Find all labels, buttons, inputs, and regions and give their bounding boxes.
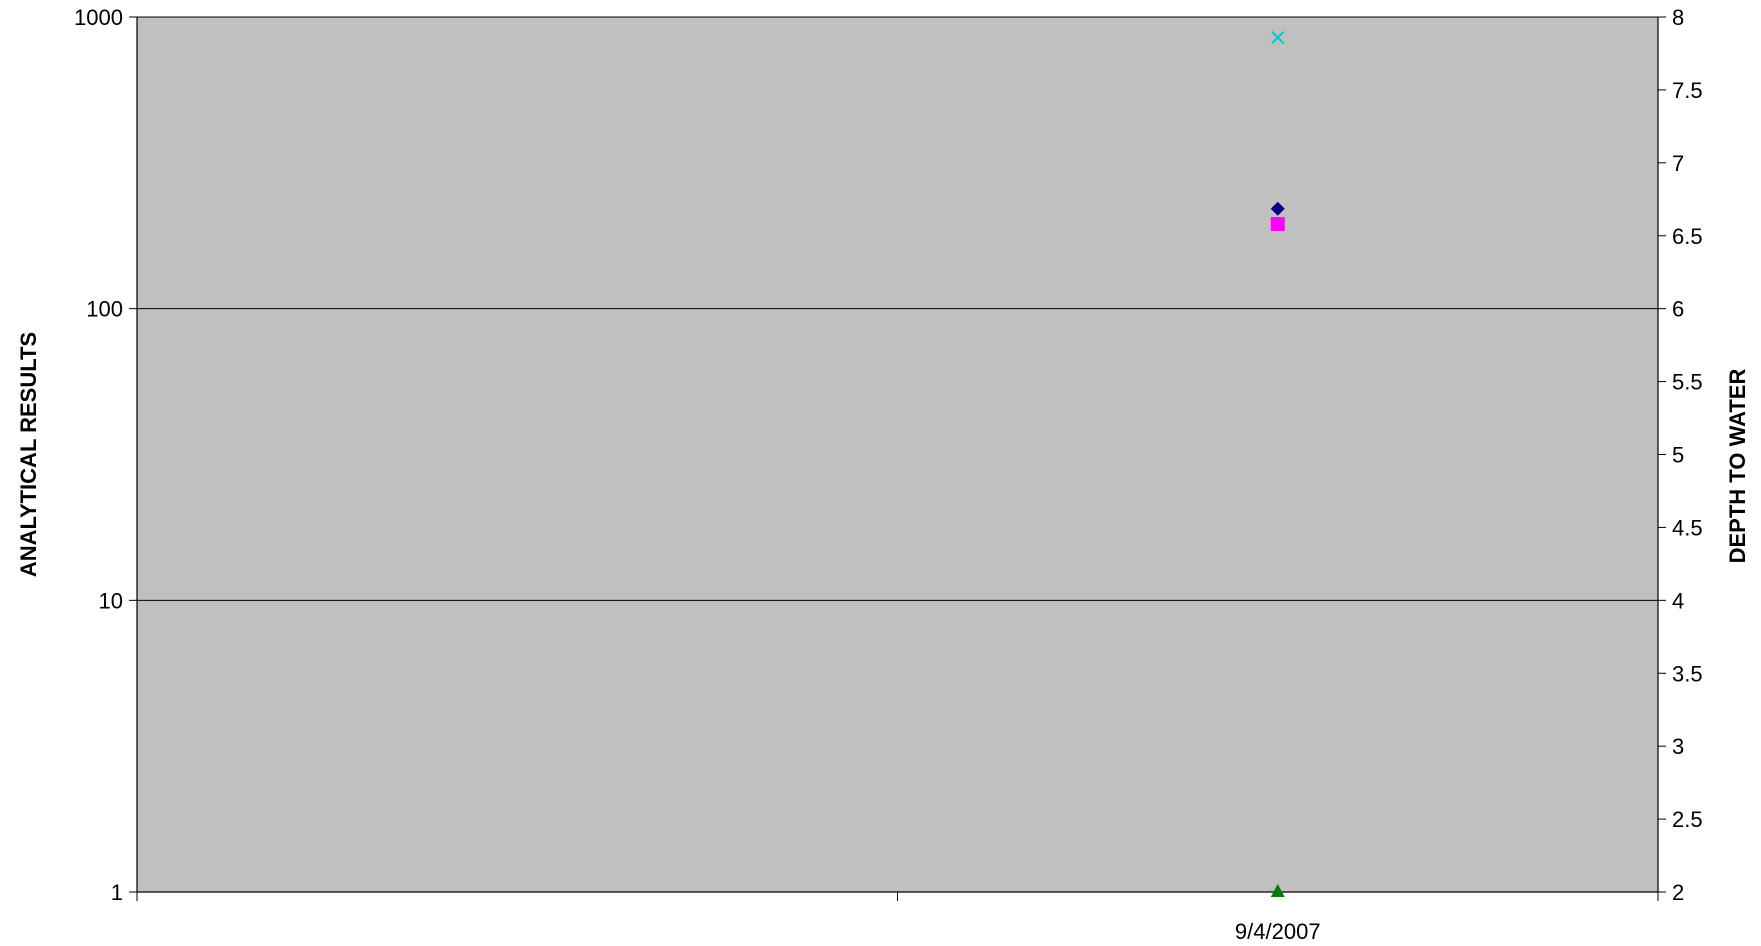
left-axis-ticks: 1 10 100 1000 — [74, 5, 137, 905]
y2-tick-label: 2 — [1672, 880, 1684, 905]
y2-axis-title: DEPTH TO WATER — [1725, 369, 1750, 564]
y-tick-label: 1000 — [74, 5, 123, 30]
data-points — [1270, 30, 1285, 897]
x-tick-label: 9/4/2007 — [1235, 919, 1321, 944]
y-tick-label: 1 — [111, 880, 123, 905]
x-marker-stroke — [1271, 30, 1285, 45]
plot-area — [137, 17, 1658, 892]
y2-tick-label: 6.5 — [1672, 224, 1703, 249]
data-point-triangle — [1270, 884, 1285, 897]
right-axis-ticks: 2 2.5 3 3.5 4 4.5 5 5.5 6 6.5 7 7.5 8 — [1658, 5, 1703, 905]
y2-tick-label: 4.5 — [1672, 515, 1703, 540]
y2-tick-label: 3.5 — [1672, 661, 1703, 686]
y2-tick-label: 8 — [1672, 5, 1684, 30]
data-point-square — [1270, 217, 1285, 232]
y2-tick-label: 5.5 — [1672, 370, 1703, 395]
y2-tick-label: 7 — [1672, 151, 1684, 176]
y2-tick-label: 2.5 — [1672, 807, 1703, 832]
y2-tick-label: 3 — [1672, 734, 1684, 759]
y-tick-label: 100 — [86, 297, 123, 322]
data-point-x — [1271, 30, 1285, 45]
y2-tick-label: 6 — [1672, 297, 1684, 322]
y2-tick-label: 7.5 — [1672, 78, 1703, 103]
y2-tick-label: 5 — [1672, 443, 1684, 468]
y-tick-label: 10 — [99, 588, 123, 613]
x-axis-ticks: 9/4/2007 — [136, 892, 1659, 944]
y-axis-title: ANALYTICAL RESULTS — [16, 332, 41, 577]
y2-tick-label: 4 — [1672, 588, 1684, 613]
data-point-diamond — [1270, 201, 1285, 216]
